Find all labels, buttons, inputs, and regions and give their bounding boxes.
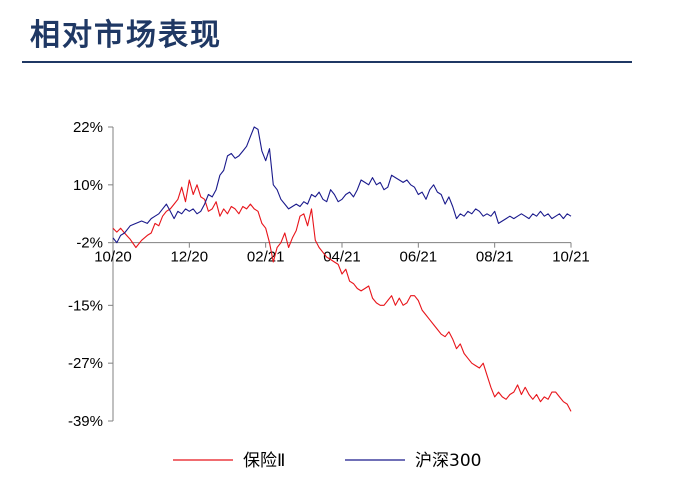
x-tick-label: 02/21 [247, 249, 285, 266]
title-rule [22, 61, 632, 63]
y-tick-label: -2% [76, 235, 103, 252]
x-tick-label: 06/21 [400, 249, 438, 266]
y-tick-label: -15% [68, 297, 103, 314]
x-tick-label: 10/20 [94, 249, 132, 266]
x-axis: 10/20 12/20 02/21 04/21 06/21 08/21 10/21 [94, 242, 590, 266]
y-tick-label: -39% [68, 413, 103, 430]
legend-label-1: 沪深300 [415, 451, 481, 471]
series-layer [112, 126, 572, 412]
y-axis: 22% 10% -2% -15% -27% -39% [68, 119, 114, 430]
y-tick-label: 22% [73, 119, 103, 136]
legend: 保险Ⅱ 沪深300 [173, 451, 481, 471]
legend-label-0: 保险Ⅱ [243, 451, 285, 471]
x-tick-label: 12/20 [171, 249, 209, 266]
series-line-1 [112, 126, 572, 244]
x-tick-label: 08/21 [476, 249, 514, 266]
page-title: 相对市场表现 [30, 18, 222, 53]
x-tick-label: 10/21 [552, 249, 590, 266]
x-tick-label: 04/21 [323, 249, 361, 266]
series-line-0 [112, 179, 572, 412]
y-tick-label: 10% [73, 177, 103, 194]
y-tick-label: -27% [68, 355, 103, 372]
